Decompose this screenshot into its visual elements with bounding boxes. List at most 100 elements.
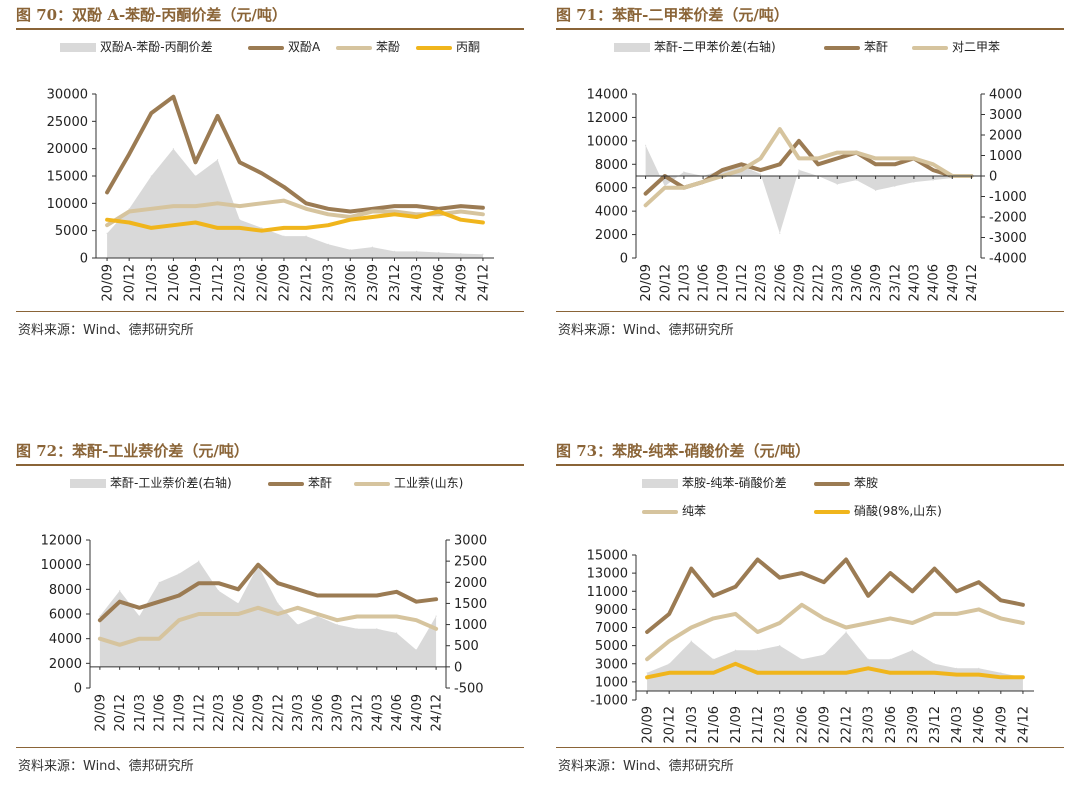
x-tick-label: 23/06	[311, 694, 326, 731]
x-tick-label: 24/06	[927, 264, 942, 301]
data-point	[150, 112, 152, 114]
legend-swatch	[912, 45, 948, 50]
data-point	[1022, 622, 1024, 624]
data-point	[435, 598, 437, 600]
data-point	[138, 607, 140, 609]
legend-swatch	[824, 45, 860, 50]
y-tick-label-right: -4000	[989, 252, 1027, 267]
data-point	[138, 638, 140, 640]
data-point	[779, 577, 781, 579]
data-point	[482, 221, 484, 224]
data-point	[889, 672, 891, 674]
x-tick-label: 22/06	[795, 706, 810, 743]
y-tick-label: 3000	[595, 657, 628, 672]
data-point	[668, 613, 670, 615]
data-point	[911, 622, 913, 624]
data-point	[911, 590, 913, 592]
y-tick-label: 4000	[595, 205, 628, 220]
x-tick-label: 24/03	[950, 706, 965, 743]
data-point	[128, 153, 130, 155]
data-point	[664, 187, 666, 189]
chart-panel-bpa: 图 70：双酚 A-苯酚-丙酮价差（元/吨） 双酚A-苯酚-丙酮价差 双酚A 苯…	[16, 4, 524, 364]
data-point	[99, 619, 101, 621]
data-point	[239, 227, 241, 229]
y-tick-label: 5000	[595, 639, 628, 654]
data-point	[349, 219, 351, 221]
x-tick-label: 20/12	[113, 694, 128, 731]
data-point	[978, 608, 980, 610]
x-tick-label: 24/12	[430, 694, 445, 731]
legend-label: 对二甲苯	[952, 40, 1001, 54]
x-tick-label: 21/06	[167, 264, 182, 301]
x-tick-label: 21/12	[751, 706, 766, 743]
bottom-rule	[16, 747, 524, 748]
series-area	[107, 148, 483, 258]
data-point	[316, 613, 318, 615]
data-point	[376, 594, 378, 597]
data-point	[668, 672, 670, 674]
data-point	[757, 649, 759, 651]
x-tick-label: 23/12	[888, 264, 903, 301]
data-point	[218, 582, 220, 584]
data-point	[482, 207, 484, 209]
data-point	[396, 615, 398, 618]
series-line	[97, 605, 439, 647]
x-tick-label: 24/09	[410, 694, 425, 731]
data-point	[371, 210, 373, 213]
x-tick-label: 22/06	[773, 264, 788, 301]
data-point	[1022, 604, 1024, 606]
x-tick-label: 21/03	[145, 264, 160, 301]
y-tick-label: 15000	[47, 170, 88, 185]
data-point	[415, 619, 417, 621]
data-point	[128, 208, 130, 210]
data-point	[760, 169, 762, 171]
data-point	[178, 573, 180, 575]
data-point	[119, 590, 121, 592]
data-point	[460, 253, 462, 255]
data-point	[158, 638, 160, 640]
title-rule	[556, 28, 1064, 30]
title-rule	[16, 464, 524, 466]
chart-title: 图 70：双酚 A-苯酚-丙酮价差（元/吨）	[16, 6, 287, 24]
data-point	[415, 649, 417, 651]
source-note: 资料来源：Wind、德邦研究所	[558, 323, 734, 338]
legend-item: 苯酐-工业萘价差(右轴)	[70, 474, 232, 491]
data-point	[460, 210, 462, 213]
data-point	[305, 227, 307, 229]
series-line	[105, 94, 485, 214]
series-line	[105, 209, 485, 233]
data-point	[801, 672, 803, 674]
chart-title: 图 71：苯酐-二甲苯价差（元/吨）	[556, 6, 789, 24]
y-tick-label-right: -1000	[989, 190, 1027, 205]
legend-label: 双酚A-苯酚-丙酮价差	[100, 40, 213, 54]
data-point	[801, 604, 803, 606]
data-point	[198, 582, 200, 584]
y-tick-label: 25000	[47, 115, 88, 130]
data-point	[150, 208, 152, 210]
x-tick-label: 22/09	[277, 264, 292, 301]
data-point	[460, 219, 462, 221]
x-tick-label: 23/09	[906, 706, 921, 743]
data-point	[128, 210, 130, 213]
x-tick-label: 22/03	[773, 706, 788, 743]
data-point	[327, 208, 329, 210]
data-point	[396, 632, 398, 634]
data-point	[239, 219, 241, 221]
data-point	[798, 140, 800, 142]
data-point	[416, 205, 418, 207]
data-point	[257, 607, 259, 609]
legend-label: 双酚A	[288, 40, 321, 54]
data-point	[734, 649, 737, 651]
y-tick-label-right: 1000	[454, 618, 487, 633]
series-area	[99, 561, 437, 667]
data-point	[172, 205, 174, 207]
x-tick-label: 20/12	[658, 264, 673, 301]
data-point	[712, 658, 714, 660]
x-tick-label: 23/12	[351, 694, 366, 731]
data-point	[823, 672, 825, 674]
data-point	[875, 163, 877, 165]
y-tick-label-right: 2000	[454, 576, 487, 591]
x-tick-label: 24/03	[410, 264, 425, 301]
data-point	[305, 202, 307, 204]
x-tick-label: 22/09	[252, 694, 267, 731]
